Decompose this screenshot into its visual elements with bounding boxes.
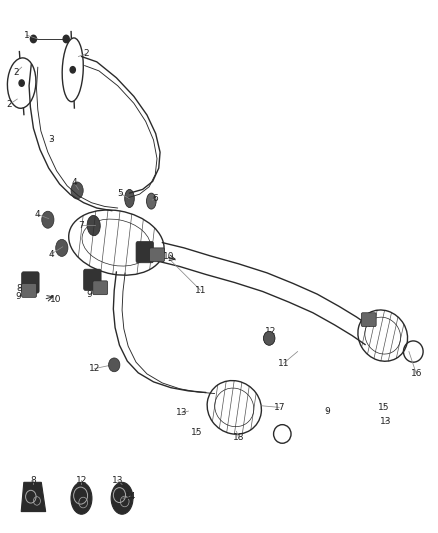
Ellipse shape [87, 215, 100, 236]
Ellipse shape [42, 211, 54, 228]
Circle shape [63, 35, 69, 43]
Text: 9: 9 [153, 250, 159, 259]
Ellipse shape [56, 239, 68, 256]
Circle shape [264, 332, 275, 345]
Text: 17: 17 [273, 403, 285, 412]
Ellipse shape [111, 482, 133, 514]
Text: 7: 7 [78, 221, 85, 230]
Text: 3: 3 [48, 135, 54, 144]
FancyBboxPatch shape [84, 269, 101, 290]
Text: 11: 11 [278, 359, 290, 368]
Circle shape [109, 358, 120, 372]
Text: 9: 9 [325, 407, 330, 416]
Text: 8: 8 [100, 284, 106, 293]
Text: 9: 9 [86, 289, 92, 298]
FancyBboxPatch shape [136, 241, 153, 263]
FancyBboxPatch shape [21, 284, 36, 297]
Text: 2: 2 [7, 100, 12, 109]
Text: 2: 2 [13, 68, 19, 77]
Ellipse shape [147, 193, 156, 209]
Text: 8: 8 [16, 284, 22, 293]
Text: 13: 13 [176, 408, 187, 417]
Text: 12: 12 [89, 364, 100, 373]
Text: 5: 5 [117, 189, 123, 198]
Ellipse shape [125, 189, 134, 207]
Text: 4: 4 [35, 210, 41, 219]
Text: 8: 8 [31, 476, 36, 484]
Text: 6: 6 [153, 194, 159, 203]
Circle shape [264, 332, 275, 345]
Text: 2: 2 [83, 50, 88, 58]
Ellipse shape [71, 182, 83, 199]
FancyBboxPatch shape [21, 272, 39, 293]
Circle shape [70, 67, 75, 73]
FancyBboxPatch shape [150, 248, 164, 262]
Text: 4: 4 [48, 250, 54, 259]
Text: 15: 15 [191, 428, 202, 437]
Text: 14: 14 [125, 491, 137, 500]
Circle shape [19, 80, 24, 86]
Text: 9: 9 [15, 292, 21, 301]
Text: 18: 18 [233, 433, 244, 442]
Text: 13: 13 [380, 417, 392, 426]
Text: 4: 4 [71, 178, 77, 187]
Circle shape [30, 35, 36, 43]
Text: 1: 1 [24, 31, 30, 40]
Text: 12: 12 [76, 476, 87, 484]
Text: 11: 11 [195, 286, 206, 295]
Ellipse shape [71, 482, 92, 514]
Polygon shape [21, 482, 46, 512]
FancyBboxPatch shape [93, 281, 108, 295]
Text: 10: 10 [49, 295, 61, 304]
Text: 16: 16 [410, 369, 422, 378]
Text: 13: 13 [112, 476, 124, 484]
Text: 15: 15 [378, 403, 390, 412]
Text: 12: 12 [265, 327, 276, 336]
Text: 10: 10 [163, 253, 174, 261]
FancyBboxPatch shape [361, 313, 376, 327]
